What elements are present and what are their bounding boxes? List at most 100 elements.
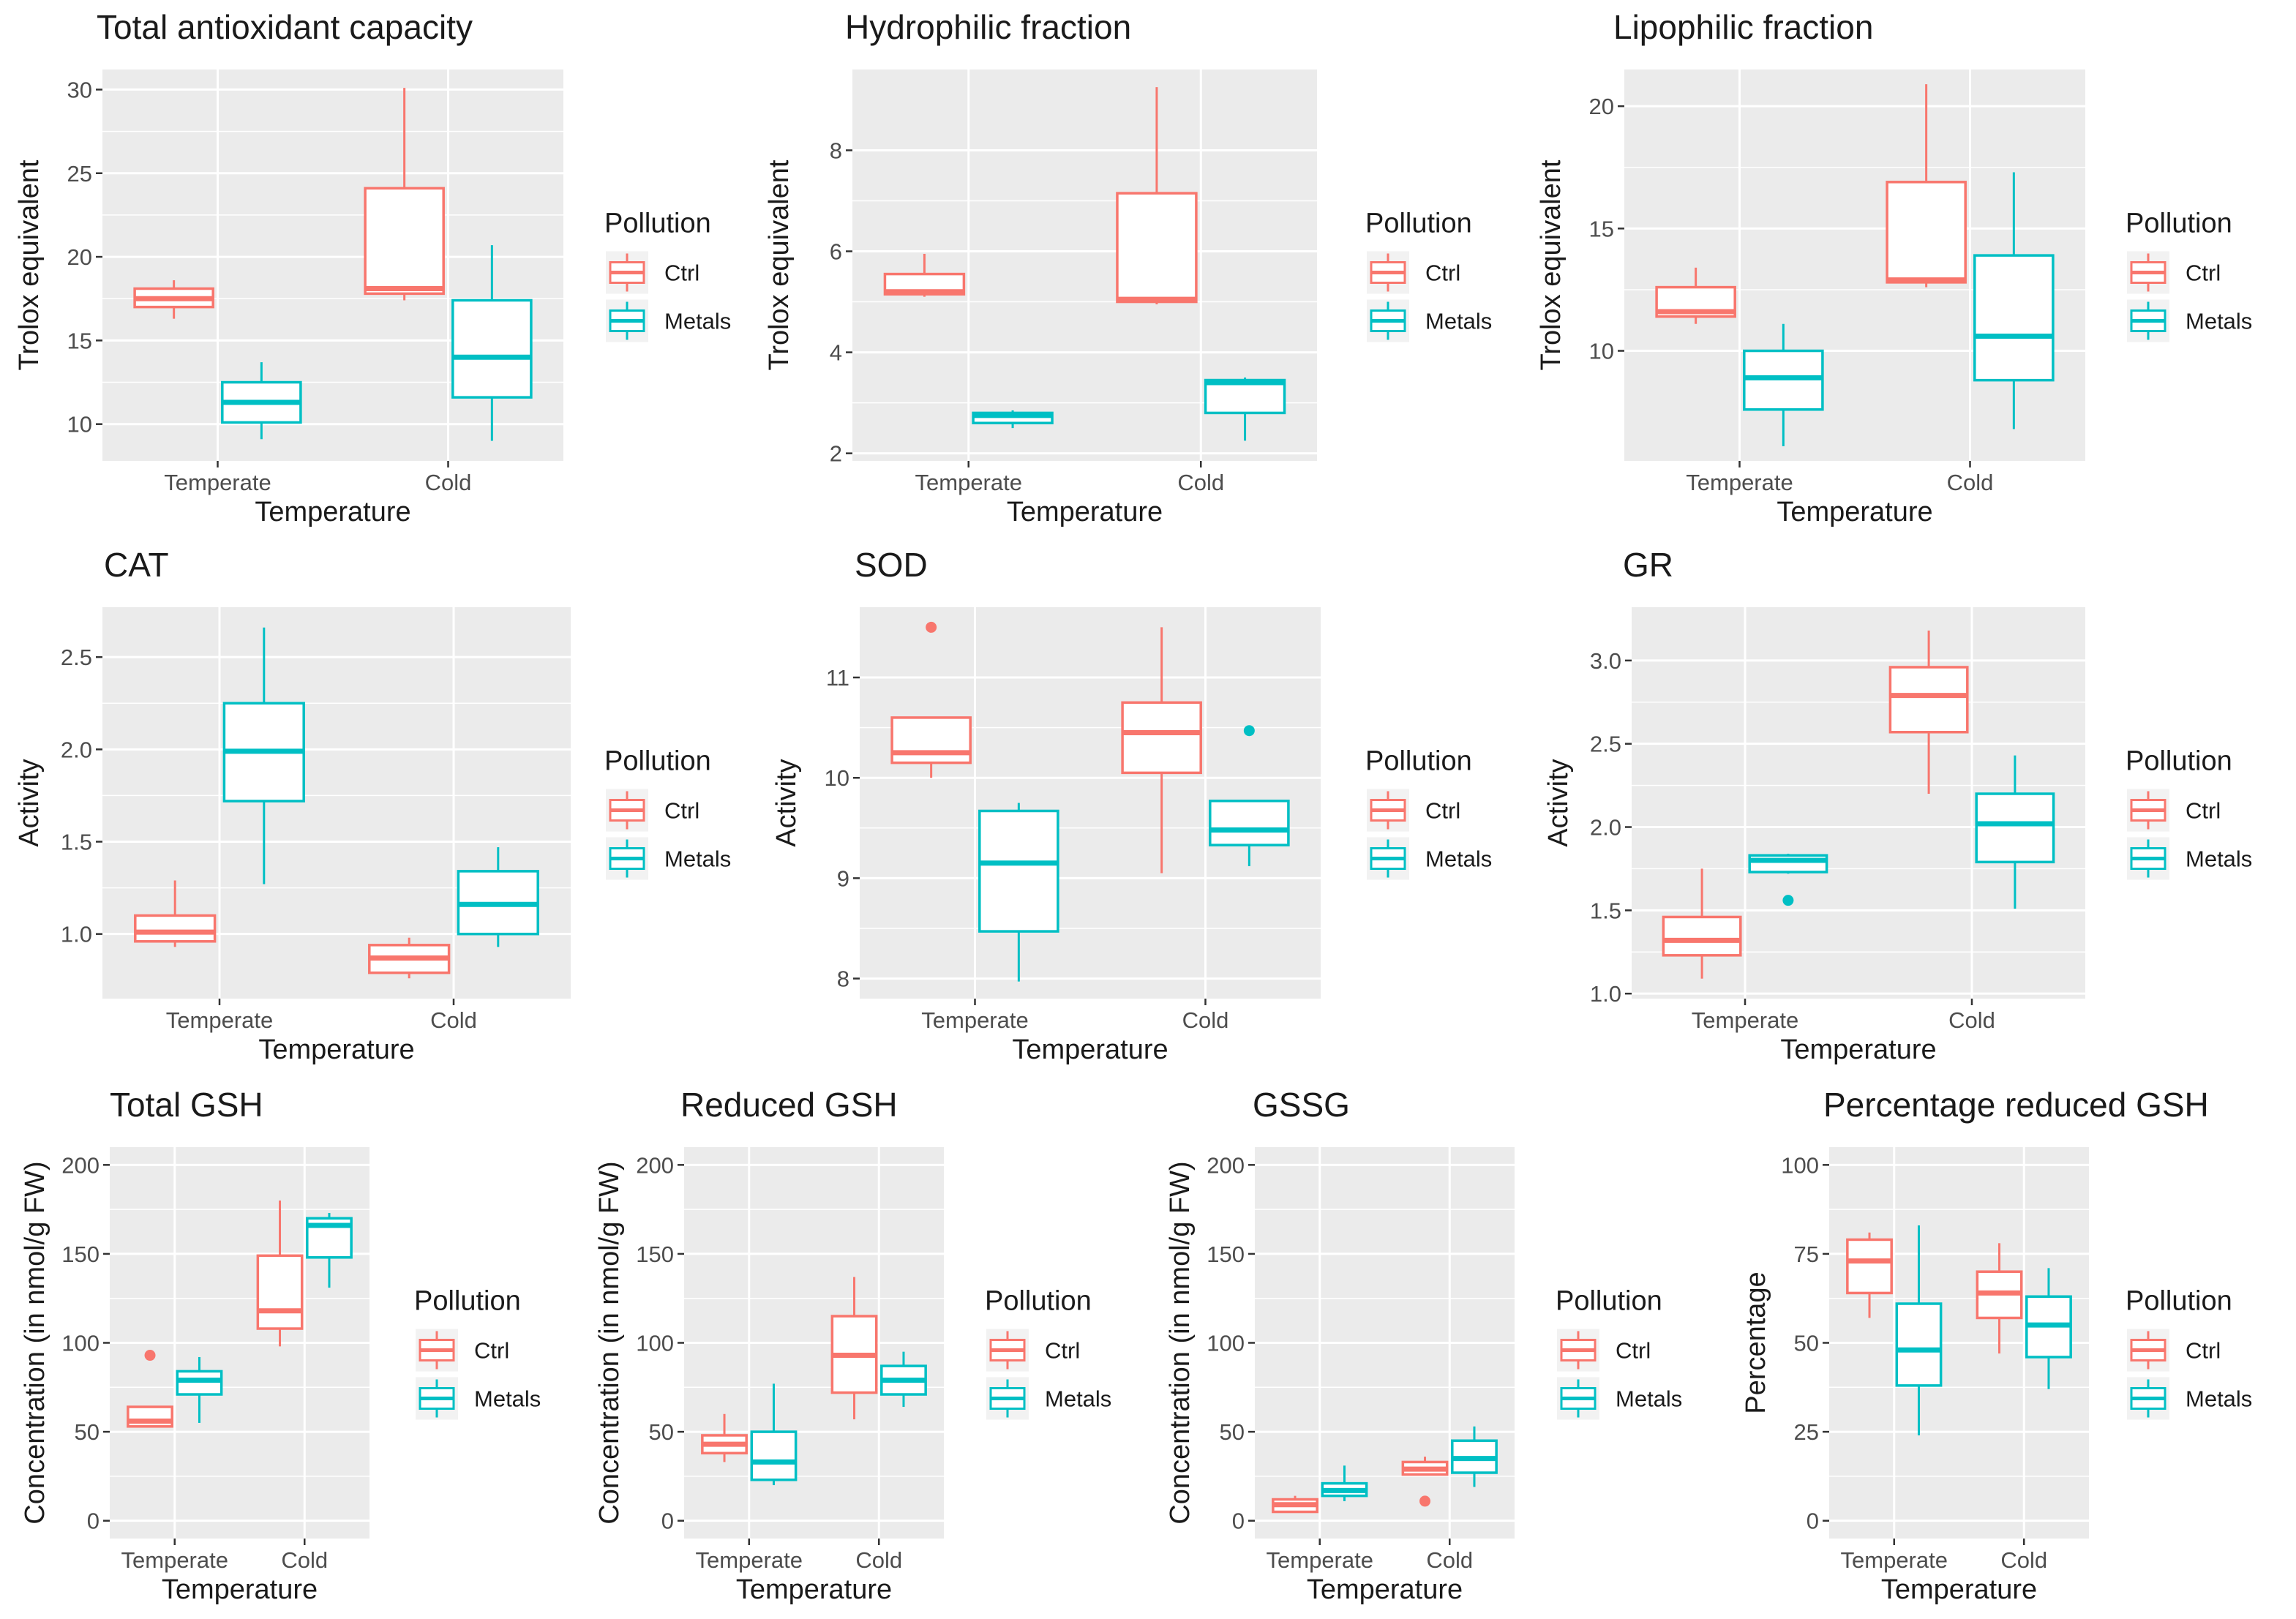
box-ctrl-temperate [1846, 1232, 1893, 1318]
y-tick-label: 2.0 [1590, 815, 1621, 841]
box-iqr [1846, 1238, 1893, 1295]
y-axis-title: Trolox equivalent [14, 159, 45, 370]
y-tick-label: 150 [1207, 1242, 1245, 1267]
y-tick-label: 6 [830, 239, 842, 265]
box-iqr [1895, 1302, 1943, 1387]
x-tick-label: Cold [1947, 470, 1994, 495]
plot-panel [102, 70, 563, 461]
y-tick-label: 15 [67, 328, 92, 353]
legend-label-ctrl: Ctrl [2186, 1338, 2221, 1364]
outlier-point [1419, 1495, 1431, 1507]
y-tick-label: 100 [1207, 1331, 1245, 1356]
legend-title: Pollution [2126, 746, 2232, 777]
legend-title: Pollution [1365, 209, 1472, 239]
y-tick-label: 100 [1781, 1152, 1819, 1178]
legend-title: Pollution [1365, 746, 1472, 777]
x-axis-title: Temperature [1780, 1034, 1936, 1065]
chart-panel-6: 1.0 1.5 2.0 2.5 3.0 Temperate Cold GR Temperatur… [1543, 546, 2252, 1065]
box-ctrl-cold [1976, 1243, 2023, 1354]
box-ctrl-temperate [1655, 267, 1736, 324]
y-tick-label: 2.0 [61, 737, 92, 762]
y-tick-label: 200 [1207, 1152, 1245, 1178]
y-tick-label: 20 [67, 244, 92, 270]
outlier-point [1243, 725, 1255, 737]
box-metals-cold [1975, 755, 2055, 909]
y-axis-title: Concentration (in nmol/g FW) [594, 1161, 625, 1524]
x-tick-label: Temperate [1692, 1007, 1798, 1033]
chart-title: Total antioxidant capacity [97, 8, 473, 46]
legend-label-ctrl: Ctrl [1425, 798, 1460, 824]
box-iqr [176, 1370, 223, 1396]
x-axis-title: Temperature [255, 497, 410, 527]
x-tick-label: Cold [425, 470, 472, 495]
x-axis-title: Temperature [1777, 497, 1932, 527]
y-tick-label: 8 [837, 966, 849, 992]
chart-title: SOD [855, 546, 928, 584]
x-tick-label: Cold [1182, 1007, 1229, 1033]
box-ctrl-cold [1886, 84, 1967, 288]
box-ctrl-temperate [133, 280, 214, 319]
y-tick-label: 2.5 [1590, 732, 1621, 757]
outlier-point [1782, 895, 1794, 906]
legend-label-ctrl: Ctrl [664, 260, 699, 286]
legend-title: Pollution [414, 1286, 521, 1317]
chart-title: Reduced GSH [680, 1086, 898, 1124]
legend-label-metals: Metals [2186, 1386, 2252, 1412]
box-metals-cold [306, 1212, 353, 1288]
x-tick-label: Temperate [921, 1007, 1028, 1033]
chart-panel-5: 8 9 10 11 Temperate Cold SOD Temperature Activit… [771, 546, 1492, 1065]
y-axis-title: Activity [14, 759, 45, 846]
box-metals-temperate [176, 1356, 223, 1423]
box-iqr [1209, 800, 1290, 846]
y-tick-label: 100 [636, 1331, 674, 1356]
legend: Pollution Ctrl Metals [604, 209, 731, 342]
y-tick-label: 75 [1794, 1242, 1819, 1267]
y-tick-label: 8 [830, 138, 842, 163]
x-tick-label: Cold [855, 1547, 902, 1573]
y-tick-label: 1.0 [61, 922, 92, 947]
legend-title: Pollution [1556, 1286, 1662, 1317]
y-tick-label: 25 [1794, 1419, 1819, 1445]
legend-label-metals: Metals [1616, 1386, 1682, 1412]
box-metals-temperate [972, 410, 1054, 429]
y-tick-label: 200 [636, 1152, 674, 1178]
box-metals-cold [1451, 1426, 1498, 1487]
box-ctrl-temperate [1662, 868, 1742, 979]
box-iqr [1888, 666, 1969, 734]
y-axis-title: Activity [1543, 759, 1574, 846]
y-tick-label: 0 [1807, 1509, 1819, 1534]
legend-label-metals: Metals [664, 846, 731, 872]
legend: Pollution Ctrl Metals [2126, 746, 2252, 880]
box-metals-temperate [1321, 1465, 1368, 1501]
legend-label-metals: Metals [2186, 309, 2252, 334]
legend: Pollution Ctrl Metals [2126, 1286, 2252, 1420]
box-iqr [1204, 378, 1286, 415]
y-tick-label: 11 [826, 665, 849, 691]
chart-panel-9: 0 50 100 150 200 Temperate Cold GSSG Temperature… [1165, 1086, 1682, 1605]
y-tick-label: 0 [661, 1509, 674, 1534]
box-metals-cold [880, 1351, 927, 1408]
legend-title: Pollution [2126, 209, 2232, 239]
chart-panel-10: 0 25 50 75 100 Temperate Cold Percentage reduce… [1741, 1086, 2252, 1605]
chart-title: Percentage reduced GSH [1823, 1086, 2209, 1124]
box-metals-cold [451, 245, 533, 441]
box-iqr [134, 914, 217, 943]
y-tick-label: 1.5 [1590, 898, 1621, 923]
y-axis-title: Activity [771, 759, 802, 846]
x-tick-label: Temperate [1841, 1547, 1948, 1573]
legend-label-metals: Metals [664, 309, 731, 334]
box-iqr [750, 1430, 798, 1481]
legend-label-metals: Metals [1425, 846, 1492, 872]
x-tick-label: Cold [1177, 470, 1224, 495]
box-ctrl-cold [1121, 627, 1202, 874]
legend: Pollution Ctrl Metals [1556, 1286, 1682, 1420]
y-tick-label: 150 [61, 1242, 100, 1267]
chart-panel-4: 1.0 1.5 2.0 2.5 Temperate Cold CAT Temperature A… [14, 546, 731, 1065]
y-tick-label: 1.0 [1590, 981, 1621, 1007]
y-tick-label: 0 [1232, 1509, 1245, 1534]
box-metals-cold [1973, 172, 2055, 429]
box-metals-temperate [221, 362, 302, 440]
box-ctrl-temperate [701, 1413, 748, 1462]
box-ctrl-cold [256, 1200, 304, 1347]
